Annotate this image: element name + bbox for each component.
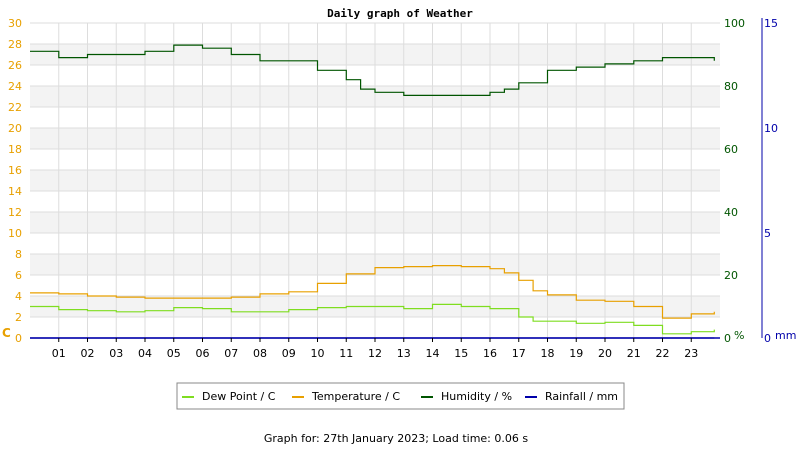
temp-tick-label: 30 xyxy=(8,17,22,30)
x-tick-label: 18 xyxy=(541,347,555,360)
humidity-tick-label: 100 xyxy=(724,17,745,30)
humidity-tick-label: 60 xyxy=(724,143,738,156)
rainfall-unit-label: mm xyxy=(775,329,796,342)
temp-tick-label: 20 xyxy=(8,122,22,135)
temp-tick-label: 22 xyxy=(8,101,22,114)
temp-tick-label: 16 xyxy=(8,164,22,177)
x-tick-label: 11 xyxy=(339,347,353,360)
x-tick-label: 13 xyxy=(397,347,411,360)
rainfall-tick-label: 10 xyxy=(764,122,778,135)
legend-label: Dew Point / C xyxy=(202,390,276,403)
tick-labels: 0246810121416182022242628300204060801000… xyxy=(2,17,796,360)
temp-tick-label: 8 xyxy=(15,248,22,261)
x-tick-label: 12 xyxy=(368,347,382,360)
rainfall-tick-label: 15 xyxy=(764,17,778,30)
temp-tick-label: 24 xyxy=(8,80,22,93)
temp-tick-label: 12 xyxy=(8,206,22,219)
legend-label: Temperature / C xyxy=(311,390,400,403)
temp-tick-label: 0 xyxy=(15,332,22,345)
temp-tick-label: 4 xyxy=(15,290,22,303)
legend-label: Rainfall / mm xyxy=(545,390,618,403)
temp-tick-label: 18 xyxy=(8,143,22,156)
x-tick-label: 04 xyxy=(138,347,152,360)
x-tick-label: 06 xyxy=(196,347,210,360)
temp-unit-label: C xyxy=(2,326,11,340)
x-tick-label: 23 xyxy=(684,347,698,360)
temp-tick-label: 14 xyxy=(8,185,22,198)
x-tick-label: 19 xyxy=(569,347,583,360)
series-line xyxy=(30,44,715,96)
temp-tick-label: 6 xyxy=(15,269,22,282)
legend: Dew Point / C Temperature / C Humidity / %… xyxy=(176,382,625,410)
x-tick-label: 17 xyxy=(512,347,526,360)
x-tick-label: 15 xyxy=(454,347,468,360)
x-tick-label: 20 xyxy=(598,347,612,360)
legend-box xyxy=(176,382,625,410)
temp-tick-label: 28 xyxy=(8,38,22,51)
humidity-tick-label: 0 xyxy=(724,332,731,345)
humidity-tick-label: 40 xyxy=(724,206,738,219)
series-line xyxy=(30,303,715,335)
x-tick-label: 10 xyxy=(311,347,325,360)
temp-tick-label: 2 xyxy=(15,311,22,324)
x-tick-label: 02 xyxy=(81,347,95,360)
rainfall-tick-label: 0 xyxy=(764,332,771,345)
x-tick-label: 08 xyxy=(253,347,267,360)
axes-layer xyxy=(30,18,763,342)
x-tick-label: 05 xyxy=(167,347,181,360)
x-tick-label: 14 xyxy=(426,347,440,360)
x-tick-label: 09 xyxy=(282,347,296,360)
x-tick-label: 01 xyxy=(52,347,66,360)
x-tick-label: 21 xyxy=(627,347,641,360)
humidity-tick-label: 20 xyxy=(724,269,738,282)
legend-label: Humidity / % xyxy=(441,390,512,403)
temp-tick-label: 26 xyxy=(8,59,22,72)
x-tick-label: 22 xyxy=(656,347,670,360)
x-tick-label: 07 xyxy=(224,347,238,360)
chart-title: Daily graph of Weather xyxy=(327,7,473,20)
temp-tick-label: 10 xyxy=(8,227,22,240)
x-tick-label: 16 xyxy=(483,347,497,360)
series-line xyxy=(30,265,715,319)
rainfall-tick-label: 5 xyxy=(764,227,771,240)
humidity-unit-label: % xyxy=(734,329,744,342)
x-tick-label: 03 xyxy=(109,347,123,360)
graph-footer: Graph for: 27th January 2023; Load time:… xyxy=(264,432,528,445)
humidity-tick-label: 80 xyxy=(724,80,738,93)
